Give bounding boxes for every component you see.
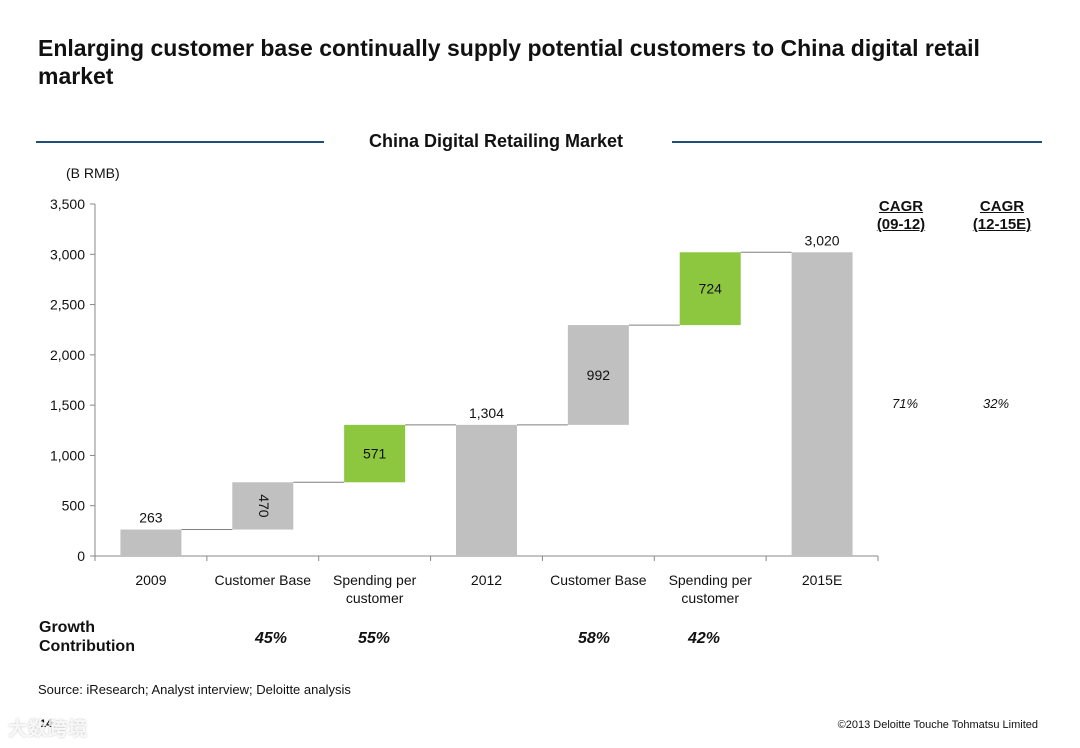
cagr-header-period: (12-15E) <box>972 216 1032 233</box>
x-category-label: Customer Base <box>550 572 647 588</box>
bar-value-label: 263 <box>139 510 163 526</box>
source-note: Source: iResearch; Analyst interview; De… <box>38 682 351 697</box>
waterfall-bar <box>456 424 517 556</box>
cagr-header-12-15e: CAGR (12-15E) <box>962 198 1042 234</box>
growth-label-line2: Contribution <box>39 638 135 655</box>
chart-title-row: China Digital Retailing Market <box>36 130 1042 156</box>
cagr-header-09-12: CAGR (09-12) <box>861 198 941 234</box>
waterfall-bar <box>344 424 406 483</box>
bar-value-label: 571 <box>363 446 387 462</box>
bar-value-label: 724 <box>699 281 723 297</box>
waterfall-bar <box>567 325 629 425</box>
cagr-value-09-12: 71% <box>891 396 919 411</box>
cagr-header-title: CAGR <box>979 198 1025 215</box>
bar-value-label: 3,020 <box>805 232 840 248</box>
chart-title: China Digital Retailing Market <box>368 131 624 151</box>
x-category-label: customer <box>346 590 404 606</box>
cagr-value-12-15e: 32% <box>982 396 1010 411</box>
growth-value-spending-2015: 42% <box>687 630 721 647</box>
page-title: Enlarging customer base continually supp… <box>38 35 980 89</box>
y-tick-label: 2,000 <box>50 347 85 363</box>
waterfall-bar <box>791 252 853 556</box>
y-tick-label: 1,000 <box>50 447 85 463</box>
y-tick-label: 2,500 <box>50 297 85 313</box>
x-category-label: Customer Base <box>215 572 312 588</box>
growth-value-spending-2012: 55% <box>357 630 391 647</box>
growth-label-line1: Growth <box>39 619 95 636</box>
copyright-notice: ©2013 Deloitte Touche Tohmatsu Limited <box>837 719 1038 731</box>
watermark-logo: 大数跨境 <box>8 719 89 740</box>
waterfall-bar <box>232 482 294 530</box>
chart-title-rule-left <box>36 141 324 143</box>
y-tick-label: 0 <box>77 548 85 564</box>
y-tick-label: 3,000 <box>50 246 85 262</box>
growth-value-customer-base-2012: 45% <box>254 630 288 647</box>
bar-value-label: 1,304 <box>469 405 504 421</box>
x-category-label: 2009 <box>135 572 166 588</box>
y-tick-label: 1,500 <box>50 397 85 413</box>
chart-title-rule-right <box>672 141 1042 143</box>
x-category-label: Spending per <box>669 572 753 588</box>
cagr-header-title: CAGR <box>878 198 924 215</box>
x-category-label: 2012 <box>471 572 502 588</box>
x-category-label: Spending per <box>333 572 417 588</box>
cagr-header-period: (09-12) <box>876 216 926 233</box>
x-category-label: customer <box>681 590 739 606</box>
y-axis-unit-label: (B RMB) <box>66 165 120 181</box>
growth-contribution-label: Growth Contribution <box>39 618 135 656</box>
page-number: 14 <box>40 718 53 730</box>
waterfall-bar <box>679 252 741 326</box>
bar-value-label: 470 <box>256 494 272 518</box>
waterfall-bar <box>120 529 182 556</box>
y-tick-label: 3,500 <box>50 196 85 212</box>
y-tick-label: 500 <box>62 498 86 514</box>
bar-value-label: 992 <box>587 367 611 383</box>
x-category-label: 2015E <box>802 572 842 588</box>
growth-value-customer-base-2015: 58% <box>577 630 611 647</box>
